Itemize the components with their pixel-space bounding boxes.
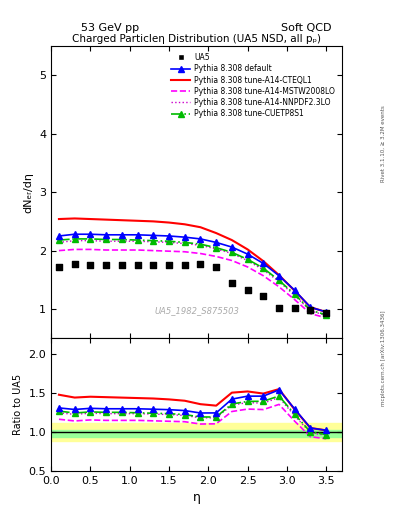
Bar [51, 422, 342, 441]
Text: Soft QCD: Soft QCD [281, 23, 332, 33]
Point [213, 263, 219, 271]
Legend: UA5, Pythia 8.308 default, Pythia 8.308 tune-A14-CTEQL1, Pythia 8.308 tune-A14-M: UA5, Pythia 8.308 default, Pythia 8.308 … [168, 50, 338, 121]
Title: Charged Particleη Distribution (UA5 NSD, all pₚ): Charged Particleη Distribution (UA5 NSD,… [72, 34, 321, 44]
Text: Rivet 3.1.10, ≥ 3.2M events: Rivet 3.1.10, ≥ 3.2M events [381, 105, 386, 182]
Point [72, 260, 78, 268]
Point [197, 260, 204, 268]
Point [103, 261, 109, 269]
Text: UA5_1982_S875503: UA5_1982_S875503 [154, 306, 239, 315]
Y-axis label: Ratio to UA5: Ratio to UA5 [13, 374, 23, 435]
Point [276, 304, 282, 312]
Point [87, 261, 94, 269]
Point [119, 261, 125, 269]
X-axis label: η: η [193, 492, 200, 504]
Point [182, 261, 188, 269]
Point [307, 306, 314, 314]
Text: mcplots.cern.ch [arXiv:1306.3436]: mcplots.cern.ch [arXiv:1306.3436] [381, 311, 386, 406]
Point [260, 292, 266, 300]
Point [323, 309, 329, 317]
Point [56, 263, 62, 271]
Point [292, 304, 298, 312]
Point [134, 261, 141, 269]
Bar [51, 430, 342, 437]
Point [150, 261, 156, 269]
Point [166, 261, 172, 269]
Point [244, 286, 251, 294]
Point [229, 279, 235, 287]
Y-axis label: dNₑᵣ/dη: dNₑᵣ/dη [24, 172, 33, 212]
Text: 53 GeV pp: 53 GeV pp [81, 23, 139, 33]
